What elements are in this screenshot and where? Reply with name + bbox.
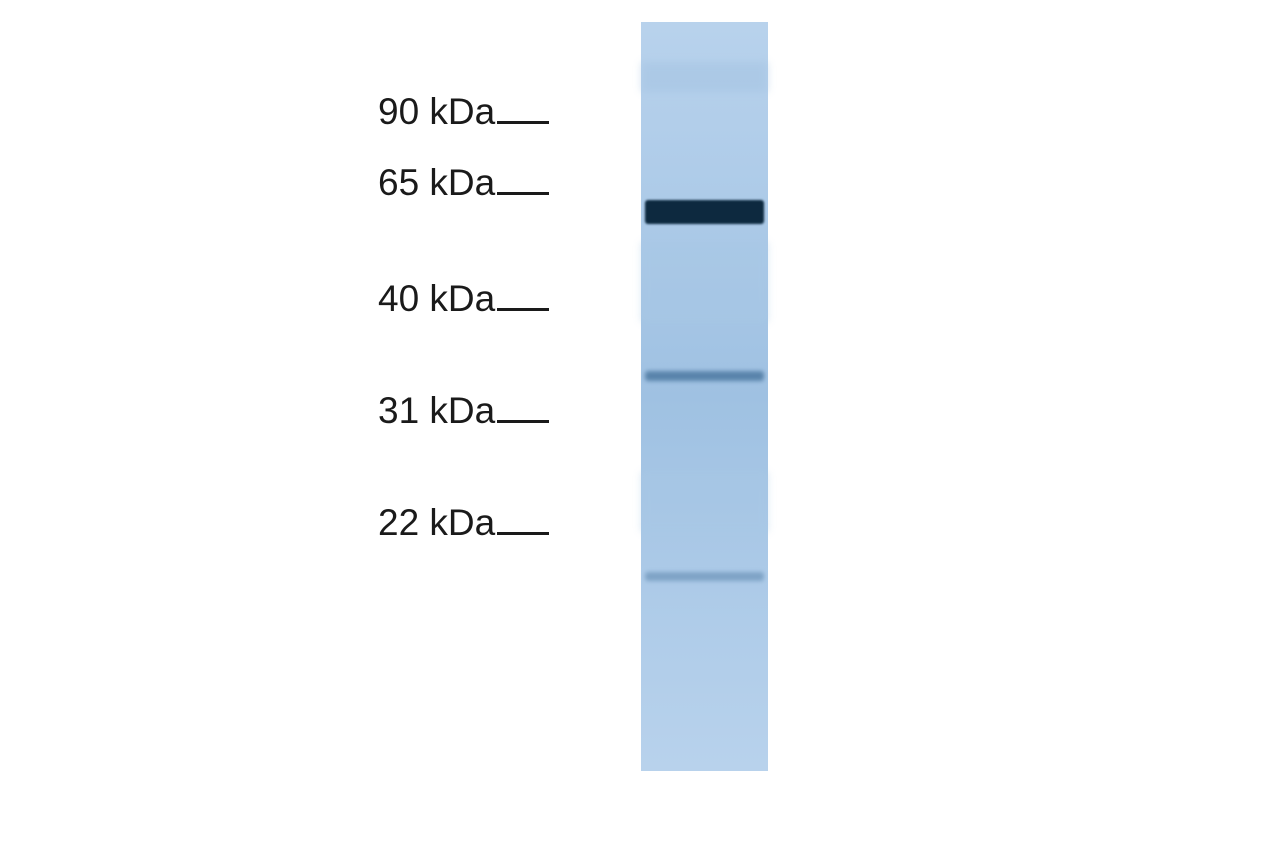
mw-marker: 90 kDa: [378, 91, 549, 133]
mw-marker-label: 40 kDa: [378, 278, 495, 320]
protein-band: [645, 371, 764, 381]
mw-marker-tick: [497, 308, 549, 311]
lane-smear: [641, 472, 768, 532]
lane-smear: [641, 242, 768, 322]
mw-marker-label: 90 kDa: [378, 91, 495, 133]
protein-band: [645, 572, 764, 581]
mw-marker-tick: [497, 420, 549, 423]
blot-container: 90 kDa 65 kDa 40 kDa 31 kDa 22 kDa: [0, 0, 1280, 853]
mw-marker-label: 31 kDa: [378, 390, 495, 432]
mw-marker: 31 kDa: [378, 390, 549, 432]
protein-band: [645, 200, 764, 224]
mw-marker: 22 kDa: [378, 502, 549, 544]
mw-marker: 40 kDa: [378, 278, 549, 320]
lane-smear: [641, 62, 768, 92]
gel-lane: [641, 22, 768, 771]
mw-marker-label: 65 kDa: [378, 162, 495, 204]
mw-marker-tick: [497, 121, 549, 124]
mw-marker-tick: [497, 532, 549, 535]
mw-marker: 65 kDa: [378, 162, 549, 204]
mw-marker-tick: [497, 192, 549, 195]
mw-marker-label: 22 kDa: [378, 502, 495, 544]
